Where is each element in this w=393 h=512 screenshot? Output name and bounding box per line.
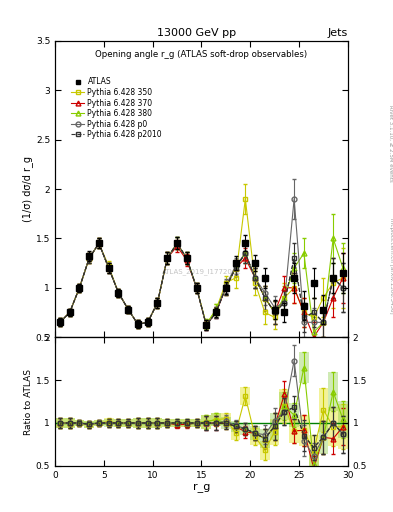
Text: Rivet 3.1.10, ≥ 2.5M events: Rivet 3.1.10, ≥ 2.5M events	[389, 105, 393, 182]
X-axis label: r_g: r_g	[193, 482, 210, 493]
Text: Opening angle r_g (ATLAS soft-drop observables): Opening angle r_g (ATLAS soft-drop obser…	[95, 50, 307, 59]
Text: Jets: Jets	[327, 28, 348, 38]
Text: mcplots.cern.ch [arXiv:1306.3436]: mcplots.cern.ch [arXiv:1306.3436]	[389, 219, 393, 314]
Y-axis label: (1/σ) dσ/d r_g: (1/σ) dσ/d r_g	[22, 156, 33, 222]
Text: ATLAS_2019_I1772062: ATLAS_2019_I1772062	[162, 269, 241, 275]
Y-axis label: Ratio to ATLAS: Ratio to ATLAS	[24, 369, 33, 435]
Legend: ATLAS, Pythia 6.428 350, Pythia 6.428 370, Pythia 6.428 380, Pythia 6.428 p0, Py: ATLAS, Pythia 6.428 350, Pythia 6.428 37…	[68, 74, 165, 142]
Text: 13000 GeV pp: 13000 GeV pp	[157, 28, 236, 38]
